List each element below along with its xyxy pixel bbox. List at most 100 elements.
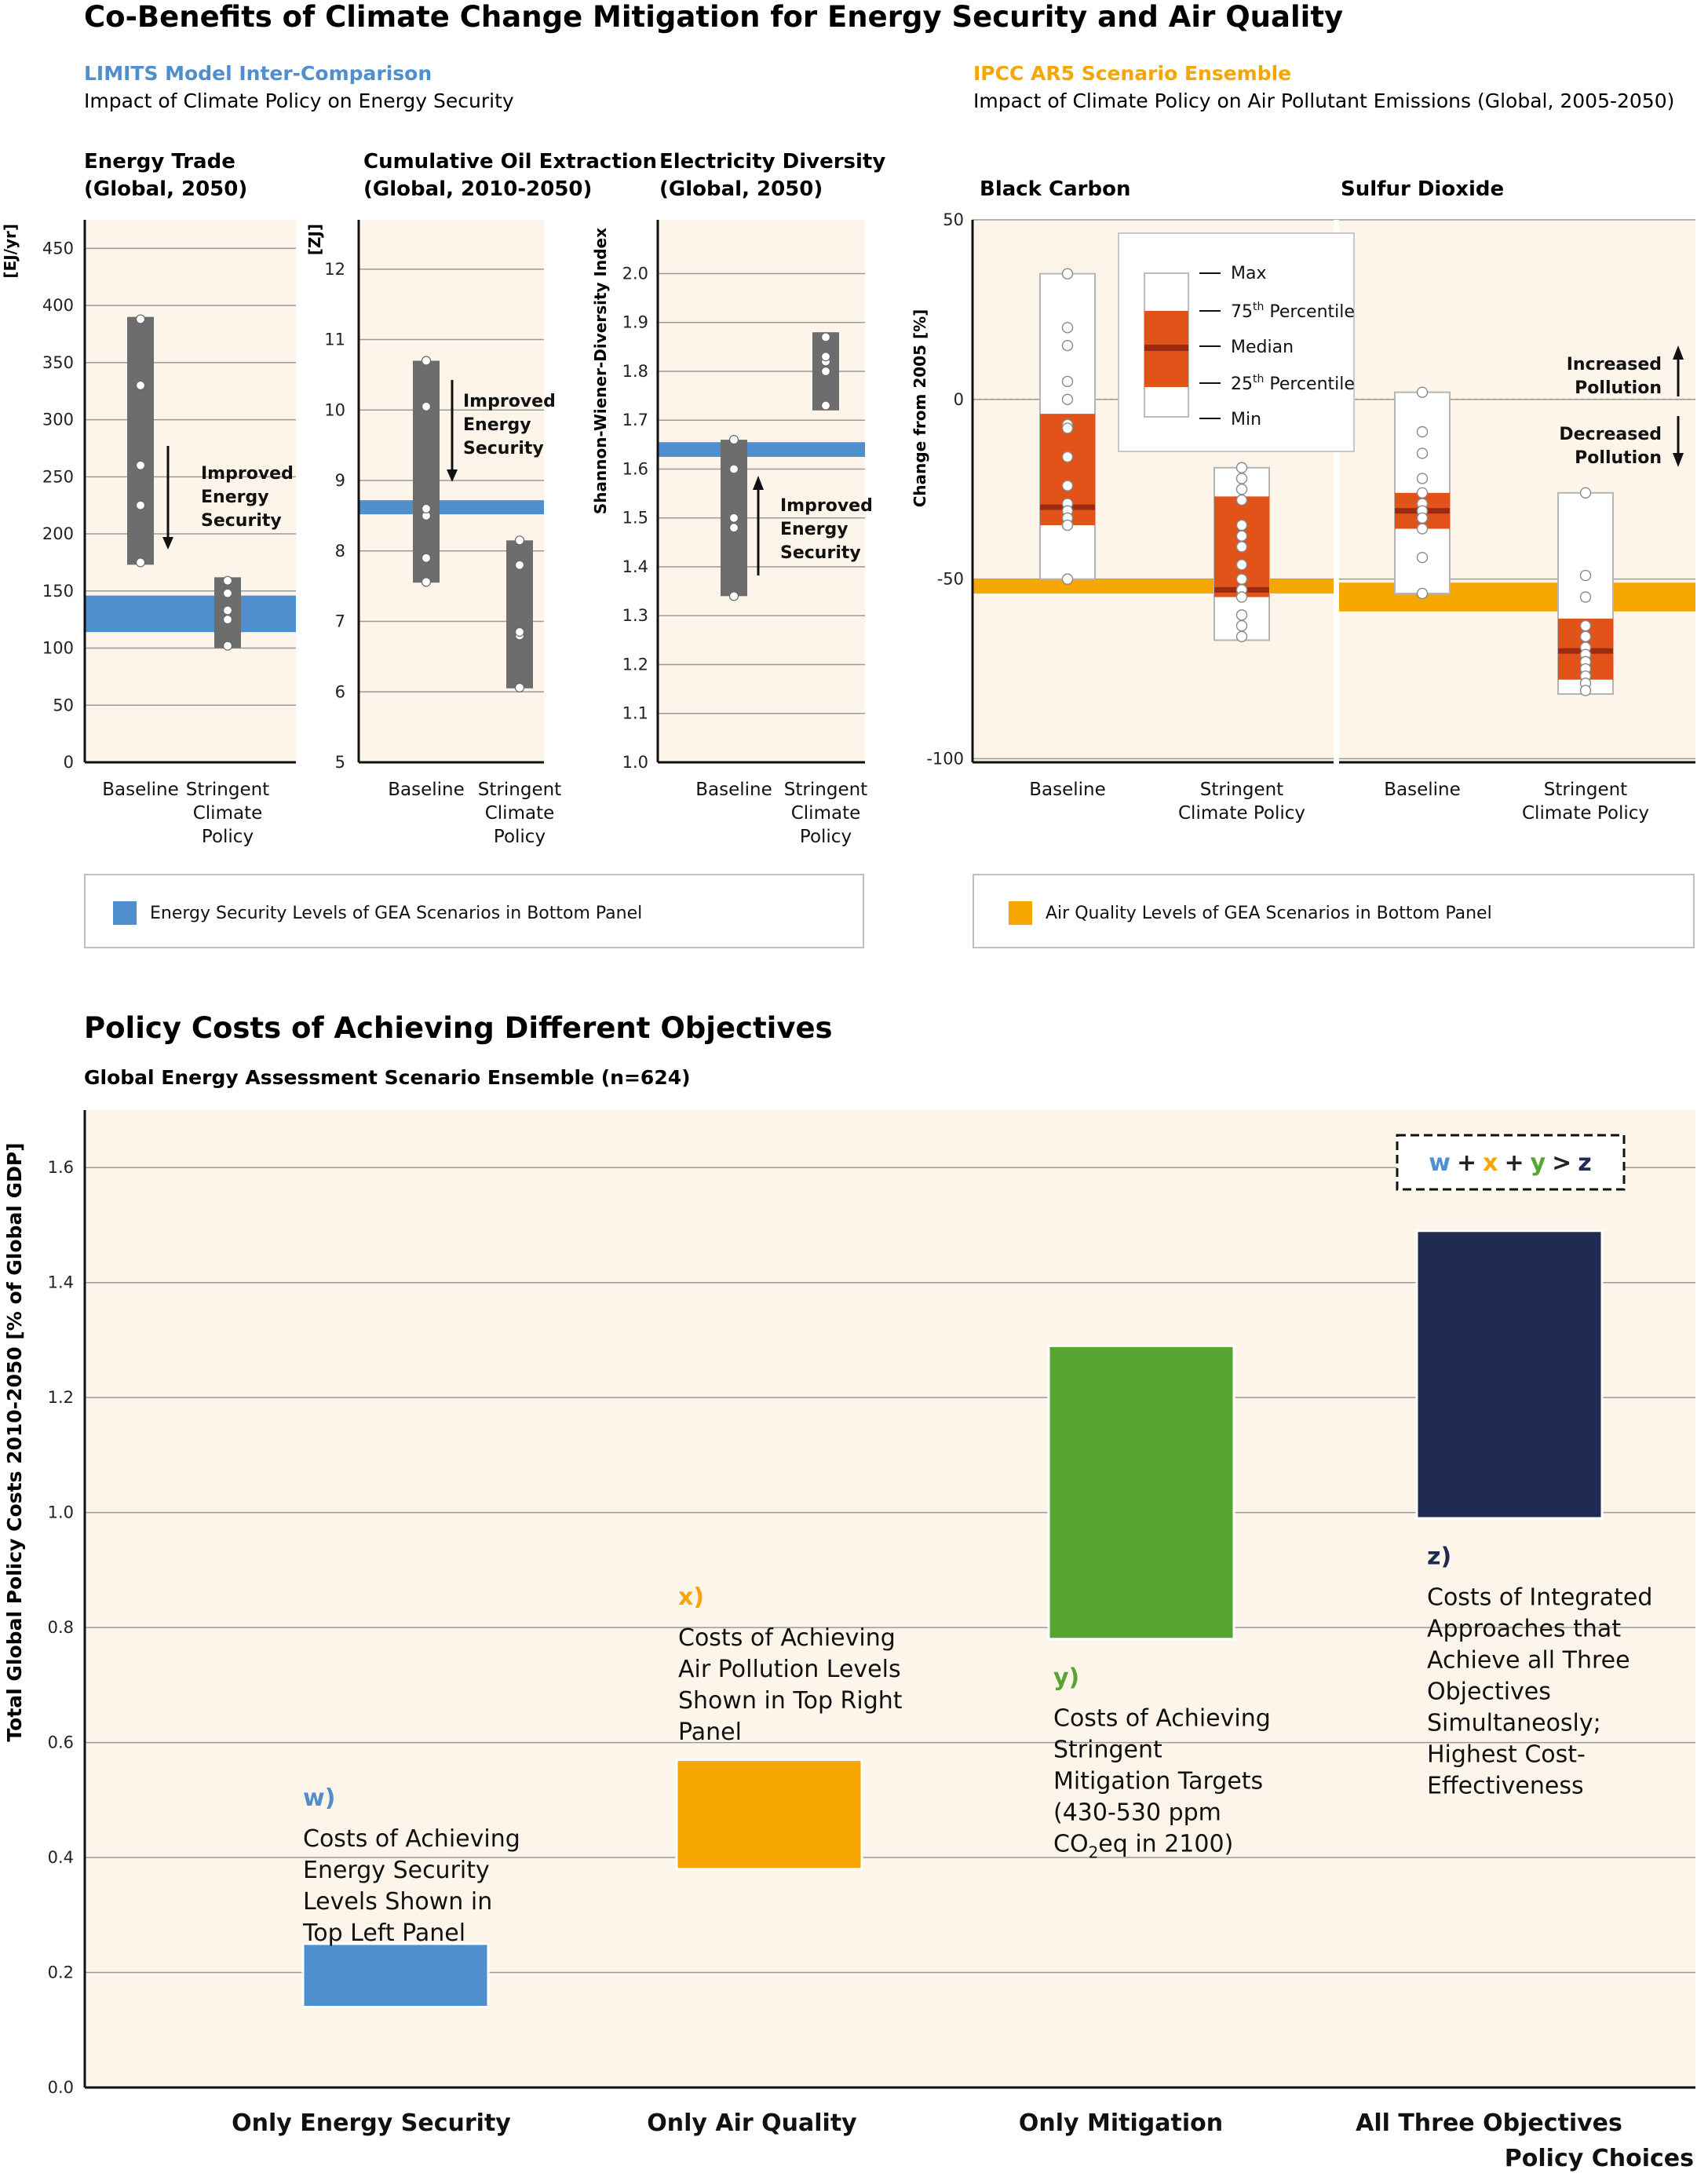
y-tick-label: 1.0: [622, 753, 648, 772]
cost-description-line: (430-530 ppm: [1053, 1799, 1221, 1826]
scenario-point: [514, 626, 525, 637]
gea-energy-band: [658, 442, 865, 457]
y-tick-label: 1.9: [622, 313, 648, 332]
x-axis-label: Policy Choices: [1505, 2145, 1694, 2172]
scenario-point: [1061, 393, 1074, 406]
y-tick-label: 350: [42, 353, 74, 372]
cost-description-line: Objectives: [1427, 1678, 1551, 1706]
scenario-point: [514, 682, 525, 692]
y-tick-label: 12: [324, 260, 345, 279]
y-tick-label: 2.0: [622, 264, 648, 283]
energy-security-legend: Energy Security Levels of GEA Scenarios …: [84, 874, 864, 948]
scenario-point: [1235, 494, 1248, 506]
scenario-point: [1235, 530, 1248, 542]
scenario-point: [514, 535, 525, 546]
right-subtitle: Impact of Climate Policy on Air Pollutan…: [973, 89, 1674, 112]
cost-description-line: Panel: [678, 1719, 742, 1746]
scenario-point: [1235, 591, 1248, 603]
left-source-label: LIMITS Model Inter-Comparison: [84, 62, 432, 85]
panel-title-line-1: Electricity Diversity: [659, 150, 885, 174]
key-label-q1: 25th Percentile: [1231, 373, 1355, 394]
scenario-point: [135, 557, 146, 568]
cost-description-line: CO2eq in 2100): [1053, 1830, 1233, 1861]
scenario-point: [1061, 268, 1074, 279]
legend-box: [973, 874, 1695, 948]
y-tick-label: 1.8: [622, 362, 648, 381]
gridlines: [85, 247, 296, 763]
y-tick-labels: -100 -50 0 50: [926, 210, 964, 768]
data-marks: [721, 332, 839, 601]
gea-band-layer: [359, 500, 544, 515]
gea-band-layer: [85, 595, 296, 633]
key-label-max: Max: [1231, 264, 1266, 283]
cost-description-line: Highest Cost-: [1427, 1741, 1586, 1769]
category-label: Stringent: [1200, 780, 1283, 800]
legend-label: Energy Security Levels of GEA Scenarios …: [150, 904, 642, 923]
y-tick-label: 400: [42, 296, 74, 315]
cost-description-line: Costs of Achieving: [303, 1825, 520, 1853]
scenario-point: [222, 641, 233, 651]
cost-bar: [1047, 1344, 1235, 1641]
decreased-line-1: Decreased: [1559, 425, 1662, 444]
y-tick-label: 1.2: [48, 1388, 74, 1407]
category-labels: Baseline Stringent Climate Policy: [102, 780, 269, 847]
cost-section-title: Policy Costs of Achieving Different Obje…: [84, 1011, 833, 1045]
cost-description-line: Simultaneosly;: [1427, 1710, 1601, 1737]
pollution-direction-annotation: Increased Pollution Decreased Pollution: [1559, 345, 1684, 468]
scenario-point: [820, 366, 831, 377]
y-tick-label: 1.6: [622, 459, 648, 478]
y-tick-label: 0.8: [48, 1618, 74, 1637]
key-label-min: Min: [1231, 410, 1261, 429]
annotation-line-2: Energy: [201, 488, 269, 507]
scenario-point: [1235, 541, 1248, 553]
annotation-line-1: Improved: [463, 392, 556, 411]
scenario-point: [421, 356, 432, 366]
y-tick-label: 50: [943, 210, 964, 229]
scenario-point: [728, 435, 739, 445]
up-arrow-head: [1673, 345, 1684, 360]
y-tick-labels: 0.0 0.2 0.4 0.6 0.8 1.0 1.2 1.4 1.6: [48, 1158, 74, 2097]
gea-air-quality-band: [973, 579, 1334, 594]
data-marks: [127, 314, 241, 651]
scenario-point: [1416, 523, 1429, 535]
air-pollutant-panel: Black Carbon Sulfur Dioxide Change from …: [911, 177, 1695, 824]
data-marks: [1039, 268, 1614, 696]
y-tick-label: 0: [954, 390, 964, 409]
scenario-point: [514, 560, 525, 570]
y-tick-label: 0.6: [48, 1733, 74, 1752]
scenario-point: [1579, 685, 1592, 696]
black-carbon-title: Black Carbon: [980, 177, 1130, 201]
y-tick-label: 1.0: [48, 1503, 74, 1522]
legend-label: Air Quality Levels of GEA Scenarios in B…: [1046, 904, 1492, 923]
y-tick-label: 0.0: [48, 2078, 74, 2097]
air-quality-legend: Air Quality Levels of GEA Scenarios in B…: [973, 874, 1695, 948]
cost-description-line: Mitigation Targets: [1053, 1767, 1263, 1795]
increased-line-1: Increased: [1567, 355, 1662, 374]
scenario-point: [1235, 559, 1248, 571]
y-tick-label: 150: [42, 582, 74, 601]
panel-title-line-2: (Global, 2050): [659, 177, 823, 201]
policy-choice-label: Only Mitigation: [1019, 2109, 1223, 2137]
energy-trade-panel: Energy Trade (Global, 2050) [EJ/yr] 0 50 1…: [1, 150, 296, 847]
category-labels: Baseline Stringent Climate Policy: [695, 780, 867, 847]
scenario-point: [1235, 519, 1248, 531]
scenario-point: [222, 615, 233, 625]
gea-energy-band: [85, 595, 296, 633]
policy-choice-label: Only Air Quality: [647, 2109, 857, 2137]
y-tick-label: -100: [926, 749, 964, 768]
scenario-point: [1235, 462, 1248, 473]
y-tick-label: 9: [335, 471, 345, 490]
category-label: Climate: [485, 803, 555, 824]
scenario-point: [1235, 484, 1248, 495]
sulfur-dioxide-background: [1339, 220, 1695, 762]
y-tick-label: 1.4: [48, 1273, 74, 1292]
y-tick-label: 250: [42, 467, 74, 486]
scenario-point: [135, 460, 146, 470]
y-tick-label: 6: [335, 682, 345, 701]
right-source-label: IPCC AR5 Scenario Ensemble: [973, 62, 1291, 85]
cost-description-line: Levels Shown in: [303, 1888, 492, 1916]
policy-choice-label: Only Energy Security: [232, 2109, 511, 2137]
scenario-point: [1235, 630, 1248, 643]
scenario-point: [820, 332, 831, 342]
annotation-line-3: Security: [463, 439, 544, 458]
